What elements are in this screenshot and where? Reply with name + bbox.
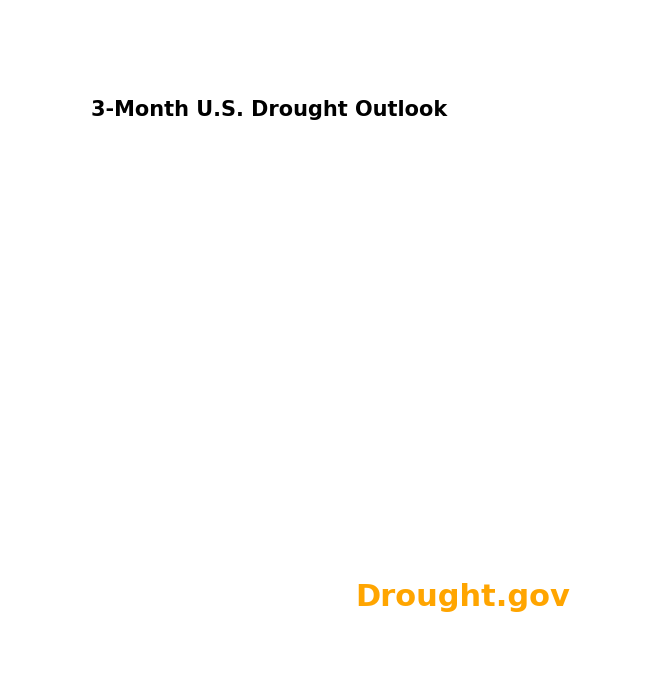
Text: 3-Month U.S. Drought Outlook: 3-Month U.S. Drought Outlook: [91, 100, 448, 120]
Text: Drought.gov: Drought.gov: [355, 583, 570, 612]
